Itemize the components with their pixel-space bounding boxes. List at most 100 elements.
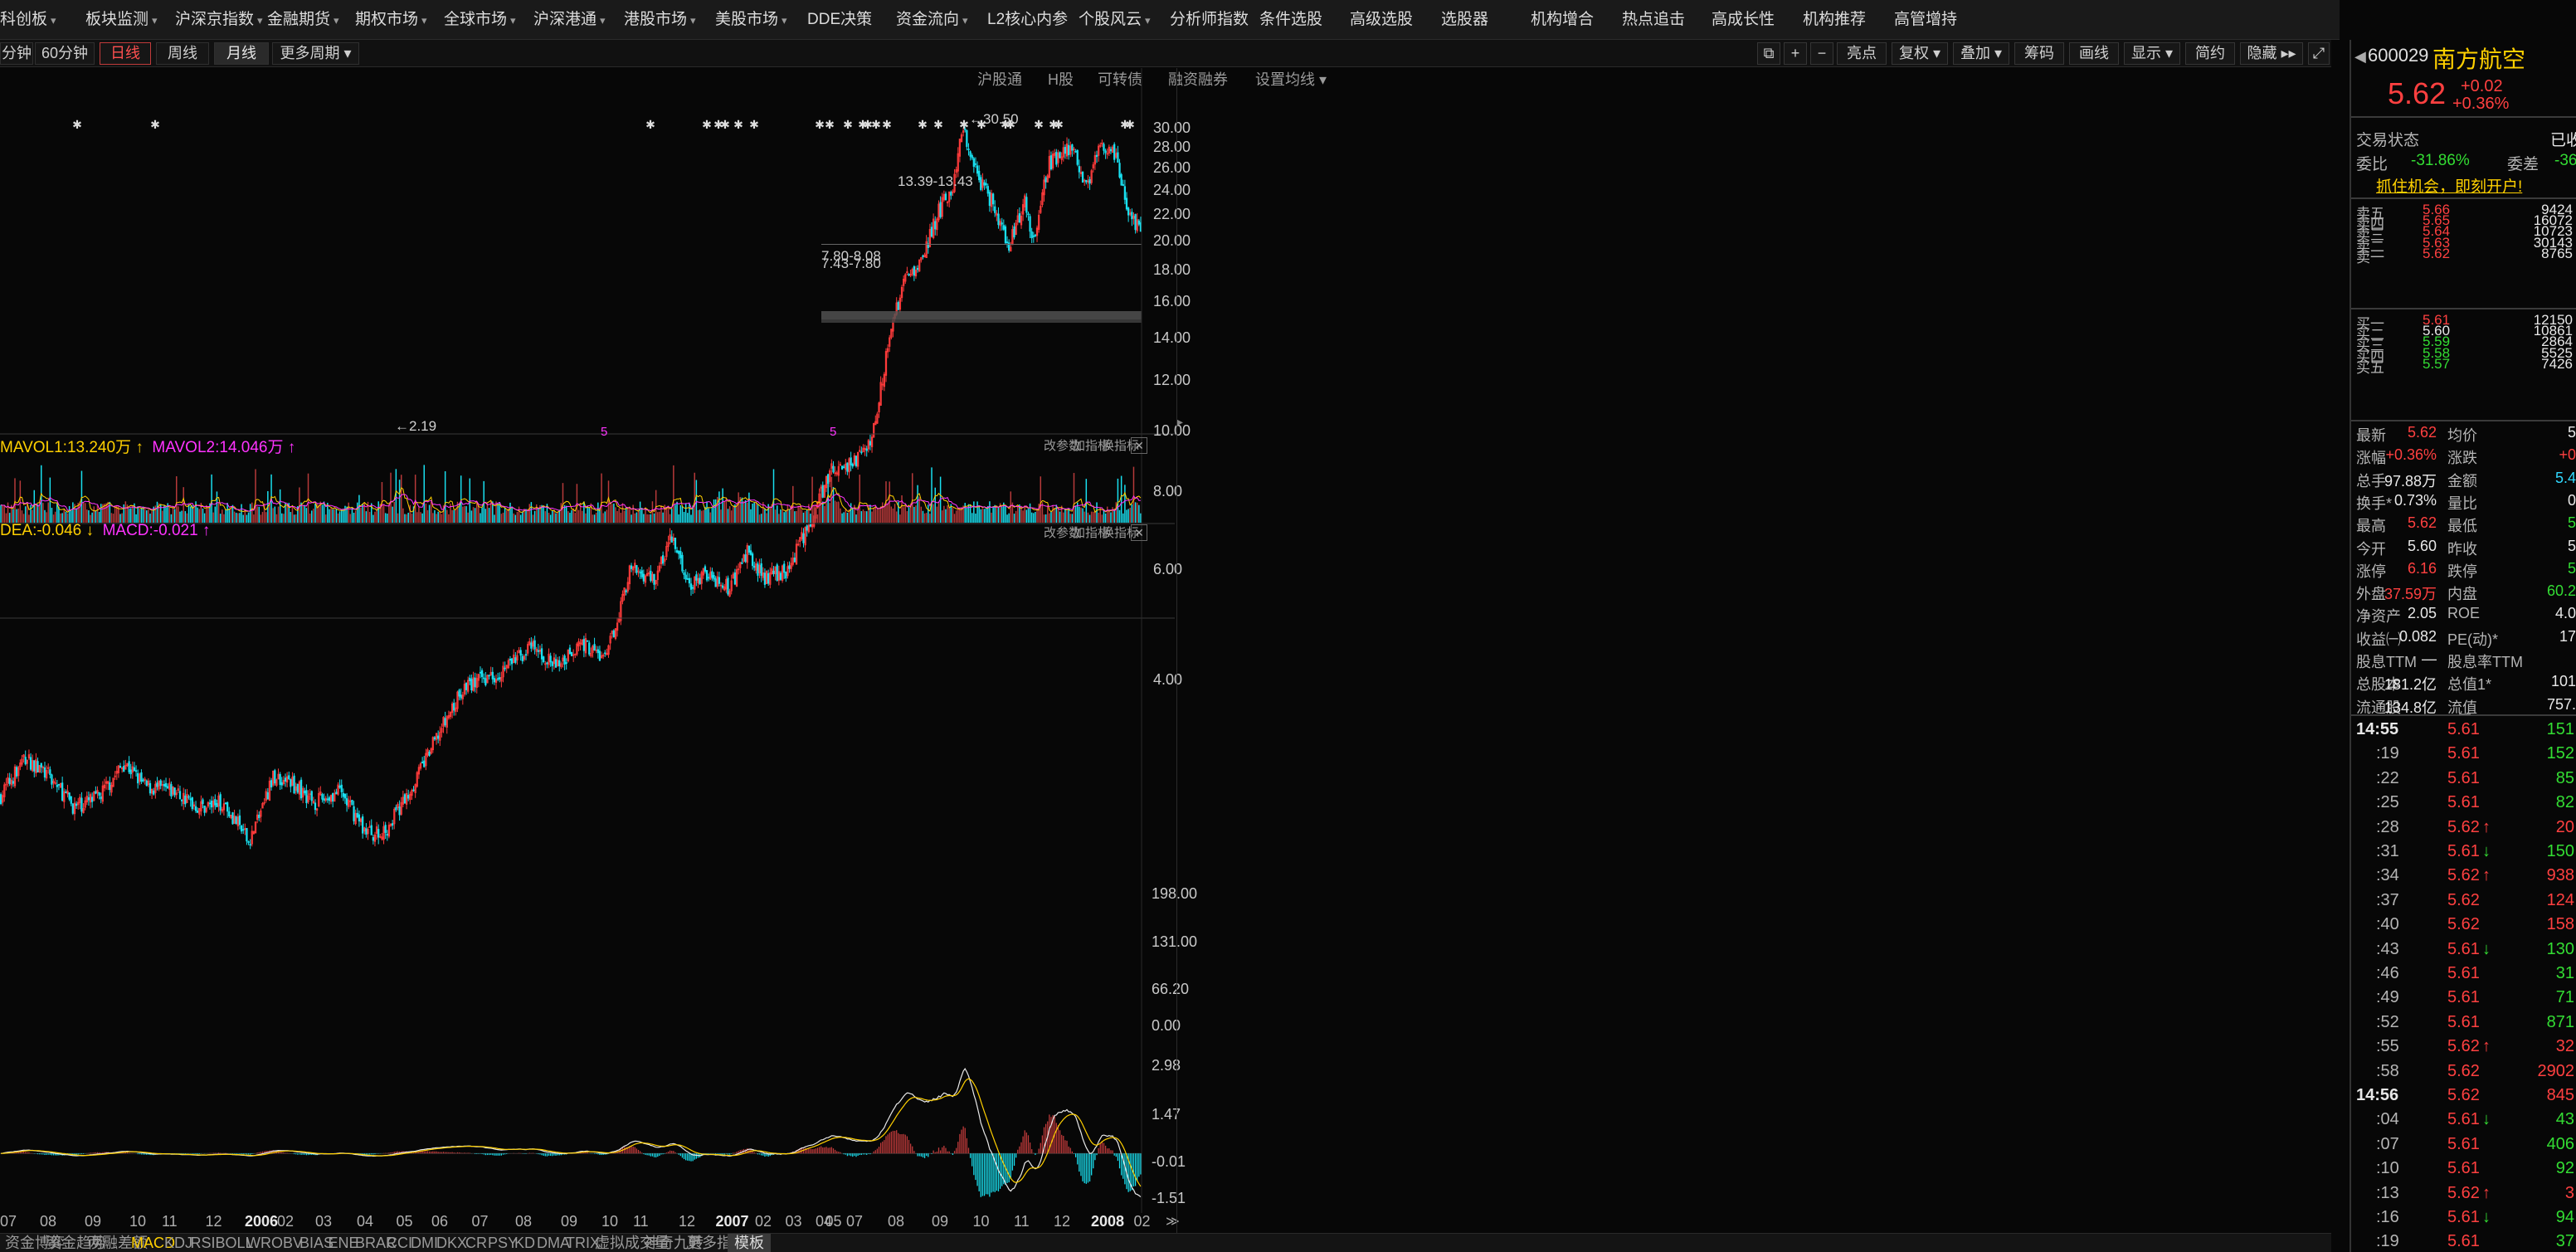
indicator-tab[interactable]: 资金博弈 xyxy=(5,1235,65,1251)
menu-item[interactable]: 机构增合 xyxy=(1531,0,1594,40)
indicator-tab[interactable]: PSY xyxy=(488,1235,519,1251)
menu-item[interactable]: 机构推荐 xyxy=(1803,0,1866,40)
indicator-tab[interactable]: TRIX xyxy=(566,1235,601,1251)
chart-link[interactable]: 沪股通 xyxy=(977,71,1022,88)
menu-item[interactable]: 高级选股 xyxy=(1350,0,1413,40)
menu-item[interactable]: DDE决策 xyxy=(807,0,872,40)
close-vol-panel-button[interactable]: ✕ xyxy=(1131,437,1147,454)
event-marker[interactable]: 5 xyxy=(601,425,608,439)
volume-bar xyxy=(565,505,567,523)
overlay-button[interactable]: 叠加 ▾ xyxy=(1953,42,2009,65)
candle-body xyxy=(485,678,487,685)
panel-splitter[interactable] xyxy=(1176,68,1185,1233)
indicator-tab[interactable]: 两融差额 xyxy=(88,1235,148,1251)
quote-value: 5 xyxy=(2567,559,2576,577)
indicator-tab[interactable]: 虚拟成交量 xyxy=(595,1235,670,1251)
close-macd-panel-button[interactable]: ✕ xyxy=(1131,524,1147,541)
indicator-tab[interactable]: BOLL xyxy=(215,1235,254,1251)
menu-item[interactable]: 科创板 ▾ xyxy=(0,0,56,40)
collapse-handle-icon[interactable]: ▸ xyxy=(1177,415,1184,428)
tick-list[interactable]: 14:55 5.61 151:19 5.61 152:22 5.61 85:25 5.61 82… xyxy=(2351,720,2576,1251)
indicator-tab[interactable]: RSI xyxy=(190,1235,216,1251)
panel-link[interactable]: 改参数 xyxy=(1044,526,1082,540)
menu-item[interactable]: 全球市场 ▾ xyxy=(444,0,516,40)
chart-link[interactable]: 融资融券 xyxy=(1168,71,1228,88)
period-button[interactable]: 日线 xyxy=(100,42,151,65)
candle-body xyxy=(114,775,116,777)
menu-item[interactable]: 板块监测 ▾ xyxy=(85,0,158,40)
candle-body xyxy=(51,774,53,785)
scroll-right-icon[interactable]: ≫ xyxy=(1166,1215,1180,1229)
adjust-button[interactable]: 复权 ▾ xyxy=(1892,42,1948,65)
highlight-button[interactable]: 亮点 xyxy=(1837,42,1887,65)
menu-item[interactable]: 分析师指数 xyxy=(1170,0,1249,40)
panel-link[interactable]: 改参数 xyxy=(1044,439,1082,453)
menu-item[interactable]: 条件选股 xyxy=(1259,0,1322,40)
volume-bar xyxy=(8,513,11,523)
menu-item[interactable]: 沪深港通 ▾ xyxy=(533,0,606,40)
drag-handle[interactable] xyxy=(2459,714,2471,719)
chips-button[interactable]: 筹码 xyxy=(2014,42,2064,65)
period-button[interactable]: 周线 xyxy=(156,42,209,65)
menu-item[interactable]: 高成长性 xyxy=(1712,0,1775,40)
volume-bar xyxy=(703,509,704,523)
panel-link[interactable]: 换指标 xyxy=(1102,526,1140,540)
indicator-tab[interactable]: WR xyxy=(246,1235,271,1251)
menu-item[interactable]: 个股风云 ▾ xyxy=(1079,0,1151,40)
chart-link[interactable]: 设置均线 ▾ xyxy=(1255,71,1327,88)
draw-button[interactable]: 画线 xyxy=(2069,42,2119,65)
menu-item[interactable]: L2核心内参 xyxy=(987,0,1068,40)
hide-button[interactable]: 隐藏 ▸▸ xyxy=(2240,42,2303,65)
vol-tick-label: 0.00 xyxy=(1152,1017,1181,1034)
indicator-tab[interactable]: CR xyxy=(465,1235,487,1251)
event-marker[interactable]: 5 xyxy=(830,425,837,439)
period-button[interactable]: 60分钟 xyxy=(35,42,95,65)
chart-link[interactable]: H股 xyxy=(1048,71,1074,88)
period-button[interactable]: 更多周期 ▾ xyxy=(272,42,359,65)
menu-item[interactable]: 港股市场 ▾ xyxy=(624,0,696,40)
indicator-tab[interactable]: DMA xyxy=(537,1235,570,1251)
back-arrow-icon[interactable]: ◀ xyxy=(2354,48,2366,65)
indicator-tab[interactable]: 资金趋势 xyxy=(46,1235,106,1251)
menu-item[interactable]: 期权市场 ▾ xyxy=(355,0,427,40)
open-account-link[interactable]: 抓住机会，即刻开户! xyxy=(2376,178,2523,196)
volume-bar xyxy=(22,514,25,523)
indicator-tab[interactable]: DKX xyxy=(436,1235,468,1251)
menu-item[interactable]: 热点追击 xyxy=(1622,0,1685,40)
indicator-tab[interactable]: DMI xyxy=(411,1235,438,1251)
panel-link[interactable]: 换指标 xyxy=(1102,439,1140,453)
menu-item[interactable]: 沪深京指数 ▾ xyxy=(175,0,263,40)
period-button[interactable]: 月线 xyxy=(214,42,269,65)
candle-body xyxy=(379,835,382,838)
indicator-tab[interactable]: MACD xyxy=(131,1235,175,1251)
date-tick-label: 04 xyxy=(816,1213,833,1230)
zoom-in-button[interactable]: + xyxy=(1784,42,1807,65)
indicator-tab[interactable]: 神奇九转 xyxy=(644,1235,704,1251)
menu-item[interactable]: 高管增持 xyxy=(1894,0,1957,40)
panel-link[interactable]: 加指标 xyxy=(1073,439,1111,453)
indicator-tab[interactable]: KD xyxy=(514,1235,536,1251)
fullscreen-icon[interactable]: ⤢ xyxy=(2308,42,2330,65)
menu-item[interactable]: 金融期货 ▾ xyxy=(267,0,339,40)
indicator-tab[interactable]: OBV xyxy=(271,1235,304,1251)
indicator-tab[interactable]: BIAS xyxy=(299,1235,334,1251)
kline-chart[interactable]: ✱ ✱ ✱ ✱ ✱✱ ✱ ✱ ✱ ✱ ✱ ✱✱✱ ✱ ✱ ✱ ✱ ✱ ✱✱ ✱ ✱✱ ✱✱ xyxy=(0,68,2331,1213)
indicator-tab[interactable]: BRAR xyxy=(355,1235,397,1251)
panel-link[interactable]: 加指标 xyxy=(1073,526,1111,540)
indicator-tab[interactable]: ENE xyxy=(328,1235,359,1251)
chart-link[interactable]: 可转债 xyxy=(1098,71,1142,88)
period-button[interactable]: 分钟 xyxy=(0,42,33,65)
menu-item[interactable]: 资金流向 ▾ xyxy=(896,0,968,40)
simple-button[interactable]: 简约 xyxy=(2185,42,2235,65)
indicator-tab[interactable]: 模板 xyxy=(728,1234,771,1252)
event-star-icon: ✱ xyxy=(843,118,853,131)
volume-bar xyxy=(999,503,1001,523)
indicator-tab[interactable]: CCI xyxy=(387,1235,412,1251)
menu-item[interactable]: 美股市场 ▾ xyxy=(715,0,787,40)
zoom-out-button[interactable]: − xyxy=(1810,42,1833,65)
display-button[interactable]: 显示 ▾ xyxy=(2124,42,2180,65)
indicator-tab[interactable]: KDJ xyxy=(164,1235,193,1251)
menu-item[interactable]: 选股器 xyxy=(1441,0,1488,40)
volume-bar xyxy=(144,507,146,523)
copy-icon[interactable]: ⧉ xyxy=(1757,42,1780,65)
